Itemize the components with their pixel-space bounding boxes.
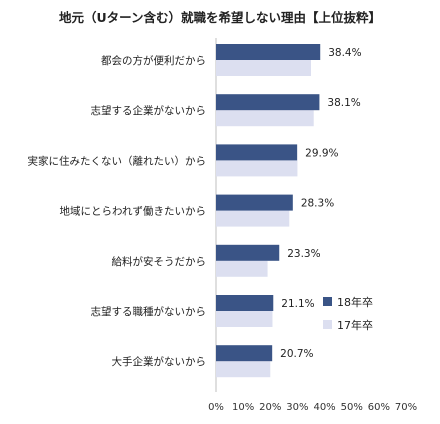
bar-17-5: [216, 260, 268, 277]
category-label-7: 大手企業がないから: [112, 355, 207, 368]
chart-title: 地元（Uターン含む）就職を希望しない理由【上位抜粋】: [59, 10, 381, 25]
bar-18-2: [216, 94, 320, 111]
bar-17-4: [216, 210, 290, 227]
category-label-4: 地域にとらわれず働きたいから: [60, 205, 206, 218]
category-label-5: 給料が安そうだから: [112, 255, 207, 268]
category-label-3: 実家に住みたくない（離れたい）から: [28, 154, 207, 167]
legend-swatch-1: [323, 297, 332, 306]
bar-18-3: [216, 144, 298, 161]
x-tick-label: 40%: [313, 402, 335, 413]
data-label-2: 38.1%: [327, 97, 360, 109]
data-label-6: 21.1%: [281, 298, 314, 310]
legend-label-1: 18年卒: [337, 295, 373, 309]
plot-area: 38.4% 都会の方が便利だから 38.1% 志望する企業がないから 29.9% 実家に住…: [28, 38, 417, 413]
data-label-4: 28.3%: [301, 198, 334, 210]
bar-17-7: [216, 361, 271, 378]
legend-swatch-2: [323, 320, 332, 329]
data-label-1: 38.4%: [328, 47, 361, 59]
x-tick-label: 10%: [232, 402, 254, 413]
bar-17-1: [216, 60, 311, 76]
legend: 18年卒 17年卒: [323, 295, 373, 332]
x-tick-label: 60%: [368, 402, 390, 413]
bar-17-2: [216, 110, 314, 127]
data-label-7: 20.7%: [280, 348, 313, 360]
bar-18-5: [216, 244, 280, 261]
bar-18-6: [216, 295, 274, 311]
category-label-2: 志望する企業がないから: [91, 104, 207, 117]
category-label-1: 都会の方が便利だから: [101, 54, 206, 67]
data-label-3: 29.9%: [305, 147, 338, 159]
bar-17-3: [216, 160, 298, 177]
x-tick-label: 50%: [341, 402, 363, 413]
bar-17-6: [216, 311, 273, 327]
x-tick-label: 70%: [395, 402, 417, 413]
bar-18-4: [216, 194, 293, 211]
legend-label-2: 17年卒: [337, 318, 373, 332]
x-tick-label: 30%: [286, 402, 308, 413]
bar-18-1: [216, 44, 321, 60]
bar-18-7: [216, 345, 273, 362]
data-label-5: 23.3%: [287, 248, 320, 260]
category-label-6: 志望する職種がないから: [91, 305, 207, 318]
x-tick-label: 0%: [208, 402, 224, 413]
x-tick-label: 20%: [259, 402, 281, 413]
